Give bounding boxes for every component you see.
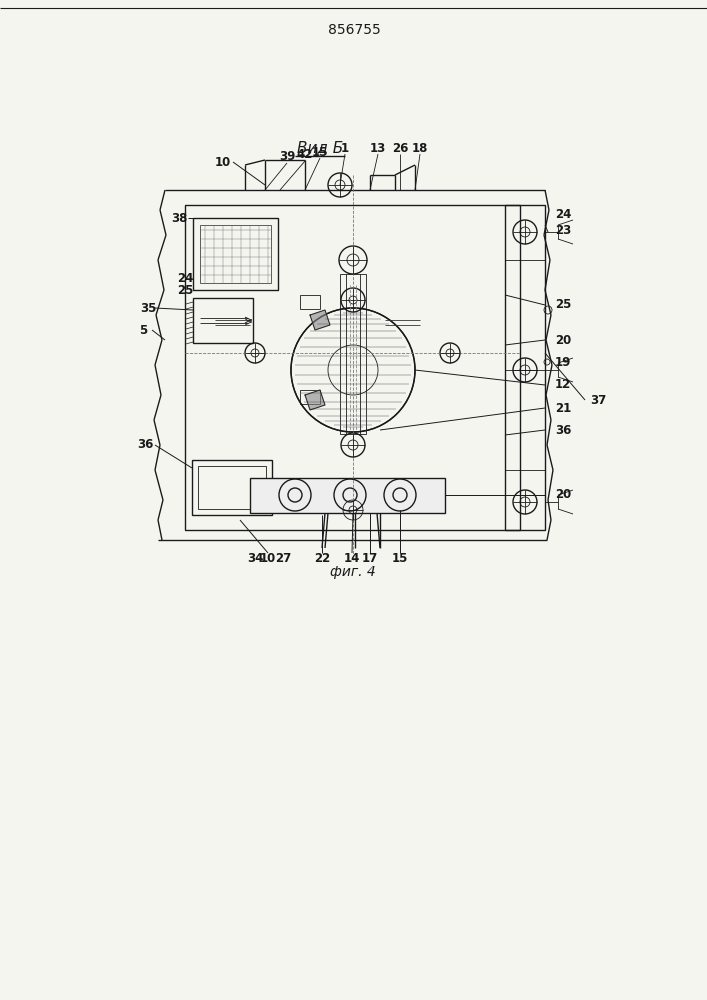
Bar — [300, 390, 320, 404]
Text: 38: 38 — [172, 212, 188, 225]
Text: 36: 36 — [137, 438, 153, 452]
Bar — [192, 460, 272, 515]
Text: 12: 12 — [555, 378, 571, 391]
Text: 39: 39 — [279, 150, 296, 163]
Text: 17: 17 — [362, 552, 378, 564]
Text: 1: 1 — [341, 141, 349, 154]
Text: 15: 15 — [392, 552, 408, 564]
Text: 37: 37 — [590, 393, 606, 406]
Text: 20: 20 — [555, 334, 571, 347]
Bar — [250, 478, 445, 513]
Bar — [193, 218, 278, 290]
Bar — [185, 205, 520, 530]
Text: 13: 13 — [370, 141, 386, 154]
Bar — [193, 298, 253, 343]
Text: 20: 20 — [555, 488, 571, 502]
Text: 25: 25 — [177, 284, 193, 296]
Text: 21: 21 — [555, 401, 571, 414]
Bar — [505, 205, 545, 530]
Text: 5: 5 — [139, 324, 147, 336]
Text: 23: 23 — [555, 224, 571, 236]
Polygon shape — [310, 310, 330, 330]
Bar — [198, 466, 266, 509]
Text: Вид Б: Вид Б — [297, 140, 343, 155]
Text: 27: 27 — [275, 552, 291, 564]
Text: 15: 15 — [312, 145, 328, 158]
Text: фиг. 4: фиг. 4 — [330, 565, 376, 579]
Text: 35: 35 — [140, 302, 156, 314]
Text: 36: 36 — [555, 424, 571, 436]
Text: 34: 34 — [247, 552, 263, 564]
Text: 25: 25 — [555, 298, 571, 312]
Text: 10: 10 — [215, 155, 231, 168]
Text: 14: 14 — [344, 552, 360, 564]
Text: 26: 26 — [392, 141, 408, 154]
Text: 856755: 856755 — [327, 23, 380, 37]
Text: 18: 18 — [411, 141, 428, 154]
Polygon shape — [305, 390, 325, 410]
Text: 24: 24 — [555, 209, 571, 222]
Text: 42: 42 — [297, 148, 313, 161]
Bar — [300, 295, 320, 309]
Text: 19: 19 — [555, 356, 571, 368]
Text: 22: 22 — [314, 552, 330, 564]
Bar — [200, 225, 271, 283]
Bar — [340, 274, 366, 434]
Text: 24: 24 — [177, 271, 193, 284]
Text: 10: 10 — [260, 552, 276, 564]
